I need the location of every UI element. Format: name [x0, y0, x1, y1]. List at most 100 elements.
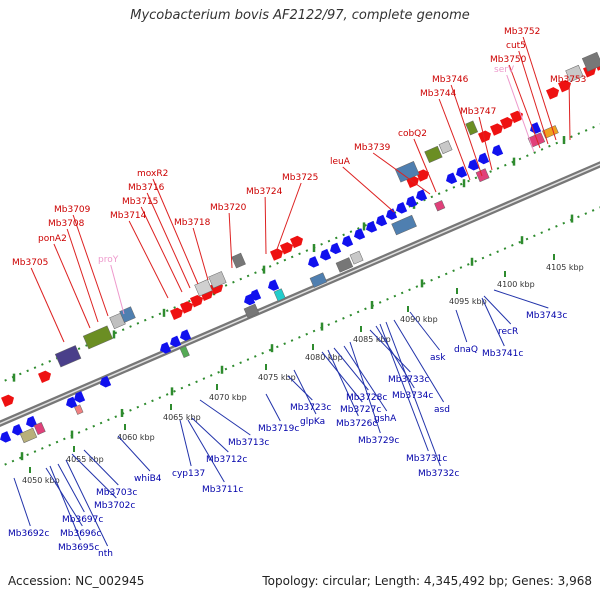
reverse-gene-label[interactable]: Mb3733c: [388, 375, 429, 385]
reverse-gene-arrow: [446, 172, 458, 185]
forward-gene-arrow: [170, 307, 184, 320]
label-leader-line: [506, 74, 535, 153]
forward-gene-label[interactable]: Mb3718: [174, 218, 211, 228]
reverse-gene-label[interactable]: Mb3712c: [206, 455, 247, 465]
reverse-gene-label[interactable]: recR: [498, 327, 518, 337]
label-leader-line: [455, 309, 468, 343]
forward-gene-label[interactable]: Mb3747: [460, 107, 496, 117]
kbp-tick-label: 4085 kbp: [353, 335, 391, 344]
forward-gene-label[interactable]: Mb3720: [210, 203, 247, 213]
reverse-gene-label[interactable]: Mb3703c: [96, 488, 137, 498]
reverse-gene-label[interactable]: Mb3692c: [8, 529, 49, 539]
kbp-tick-label: 4090 kbp: [400, 315, 438, 324]
forward-gene-arrow: [180, 301, 194, 314]
forward-gene-arrow: [38, 370, 52, 383]
forward-gene-label[interactable]: Mb3725: [282, 173, 318, 183]
forward-gene-arrow: [546, 87, 560, 100]
reverse-gene-label[interactable]: Mb3723c: [290, 403, 331, 413]
reverse-gene-label[interactable]: cyp137: [172, 469, 205, 479]
label-leader-line: [450, 84, 483, 177]
kbp-tick-label: 4075 kbp: [258, 373, 296, 382]
reverse-gene-box: [74, 404, 84, 415]
forward-gene-label[interactable]: Mb3705: [12, 258, 48, 268]
forward-gene-label[interactable]: cobQ2: [398, 129, 427, 139]
reverse-gene-label[interactable]: Mb3729c: [358, 436, 399, 446]
forward-gene-label[interactable]: ponA2: [38, 234, 67, 244]
reverse-gene-label[interactable]: Mb3727c: [340, 405, 381, 415]
forward-gene-label[interactable]: moxR2: [137, 169, 168, 179]
genome-backbone-highlight: [0, 163, 600, 425]
forward-gene-label[interactable]: leuA: [330, 157, 351, 167]
reverse-gene-label[interactable]: Mb3732c: [418, 469, 459, 479]
forward-gene-label[interactable]: proY: [98, 255, 119, 265]
reverse-gene-label[interactable]: nth: [98, 549, 113, 559]
reverse-gene-label[interactable]: Mb3711c: [202, 485, 243, 495]
label-leader-line: [518, 50, 549, 145]
label-leader-line: [409, 311, 440, 351]
forward-gene-label[interactable]: Mb3714: [110, 211, 147, 221]
label-leader-line: [321, 351, 363, 403]
label-leader-line: [57, 463, 85, 513]
reverse-gene-label[interactable]: Mb3726c: [336, 419, 377, 429]
label-leader-line: [478, 116, 493, 171]
reverse-gene-arrow: [416, 189, 428, 201]
label-leader-line: [265, 393, 281, 422]
reverse-gene-arrow: [26, 415, 38, 428]
reverse-gene-label[interactable]: Mb3731c: [406, 454, 447, 464]
forward-gene-box: [82, 325, 113, 350]
label-leader-line: [152, 178, 199, 285]
kbp-tick-label: 4070 kbp: [209, 393, 247, 402]
reverse-gene-label[interactable]: Mb3696c: [60, 529, 101, 539]
forward-gene-label[interactable]: Mb3715: [122, 197, 158, 207]
kbp-tick-label: 4050 kbp: [22, 476, 60, 485]
kbp-tick-label: 4095 kbp: [449, 297, 487, 306]
forward-gene-label[interactable]: serV: [494, 65, 515, 75]
forward-gene-arrow: [280, 242, 294, 255]
reverse-gene-label[interactable]: Mb3741c: [482, 349, 523, 359]
reverse-gene-label[interactable]: Mb3743c: [526, 311, 567, 321]
genome-map: 4050 kbp 4055 kbp 4060 kbp 4065 kbp 4070 kbp…: [0, 27, 600, 559]
reverse-gene-label[interactable]: Mb3695c: [58, 543, 99, 553]
reverse-gene-arrow: [406, 195, 418, 208]
forward-gene-label[interactable]: Mb3739: [354, 143, 391, 153]
forward-gene-label[interactable]: Mb3750: [490, 55, 527, 65]
reverse-gene-label[interactable]: Mb3728c: [346, 393, 387, 403]
label-leader-line: [45, 467, 83, 527]
reverse-gene-label[interactable]: asd: [434, 405, 450, 415]
reverse-gene-label[interactable]: whiB4: [134, 474, 162, 484]
reverse-gene-box: [542, 125, 559, 139]
forward-gene-label[interactable]: Mb3709: [54, 205, 91, 215]
map-title: Mycobacterium bovis AF2122/97, complete …: [130, 8, 470, 23]
forward-gene-label[interactable]: Mb3716: [128, 183, 165, 193]
forward-gene-label[interactable]: cut5: [506, 41, 526, 51]
gene-labels: Mb3705 ponA2 Mb3708 Mb3709 proY Mb3714 Mb3715 M…: [8, 27, 586, 559]
forward-gene-label[interactable]: Mb3752: [504, 27, 540, 37]
reverse-gene-label[interactable]: Mb3713c: [228, 438, 269, 448]
reverse-gene-box: [527, 132, 546, 148]
reverse-gene-box: [33, 422, 46, 436]
reverse-gene-label[interactable]: Mb3734c: [392, 391, 433, 401]
genome-stats-text: Topology: circular; Length: 4,345,492 bp…: [262, 574, 592, 588]
forward-gene-arrow: [190, 294, 204, 308]
forward-gene-label[interactable]: Mb3753: [550, 75, 586, 85]
label-leader-line: [53, 243, 91, 329]
reverse-gene-label[interactable]: glpKa: [300, 417, 325, 427]
reverse-gene-label[interactable]: Mb3719c: [258, 424, 299, 434]
reverse-gene-label[interactable]: Mb3697c: [62, 515, 103, 525]
label-leader-line: [264, 196, 267, 255]
reverse-gene-box: [273, 288, 286, 302]
label-leader-line: [438, 98, 471, 181]
reverse-gene-label[interactable]: dnaQ: [454, 345, 478, 355]
reverse-gene-arrow: [456, 166, 468, 178]
accession-text: Accession: NC_002945: [8, 574, 145, 588]
reverse-gene-label[interactable]: gshA: [374, 414, 397, 424]
forward-gene-label[interactable]: Mb3724: [246, 187, 283, 197]
label-leader-line: [72, 214, 109, 317]
reverse-gene-label[interactable]: ask: [430, 353, 446, 363]
forward-gene-label[interactable]: Mb3744: [420, 89, 457, 99]
label-leader-line: [372, 152, 431, 195]
reverse-gene-label[interactable]: Mb3702c: [94, 501, 135, 511]
forward-gene-label[interactable]: Mb3746: [432, 75, 469, 85]
forward-gene-label[interactable]: Mb3708: [48, 219, 85, 229]
